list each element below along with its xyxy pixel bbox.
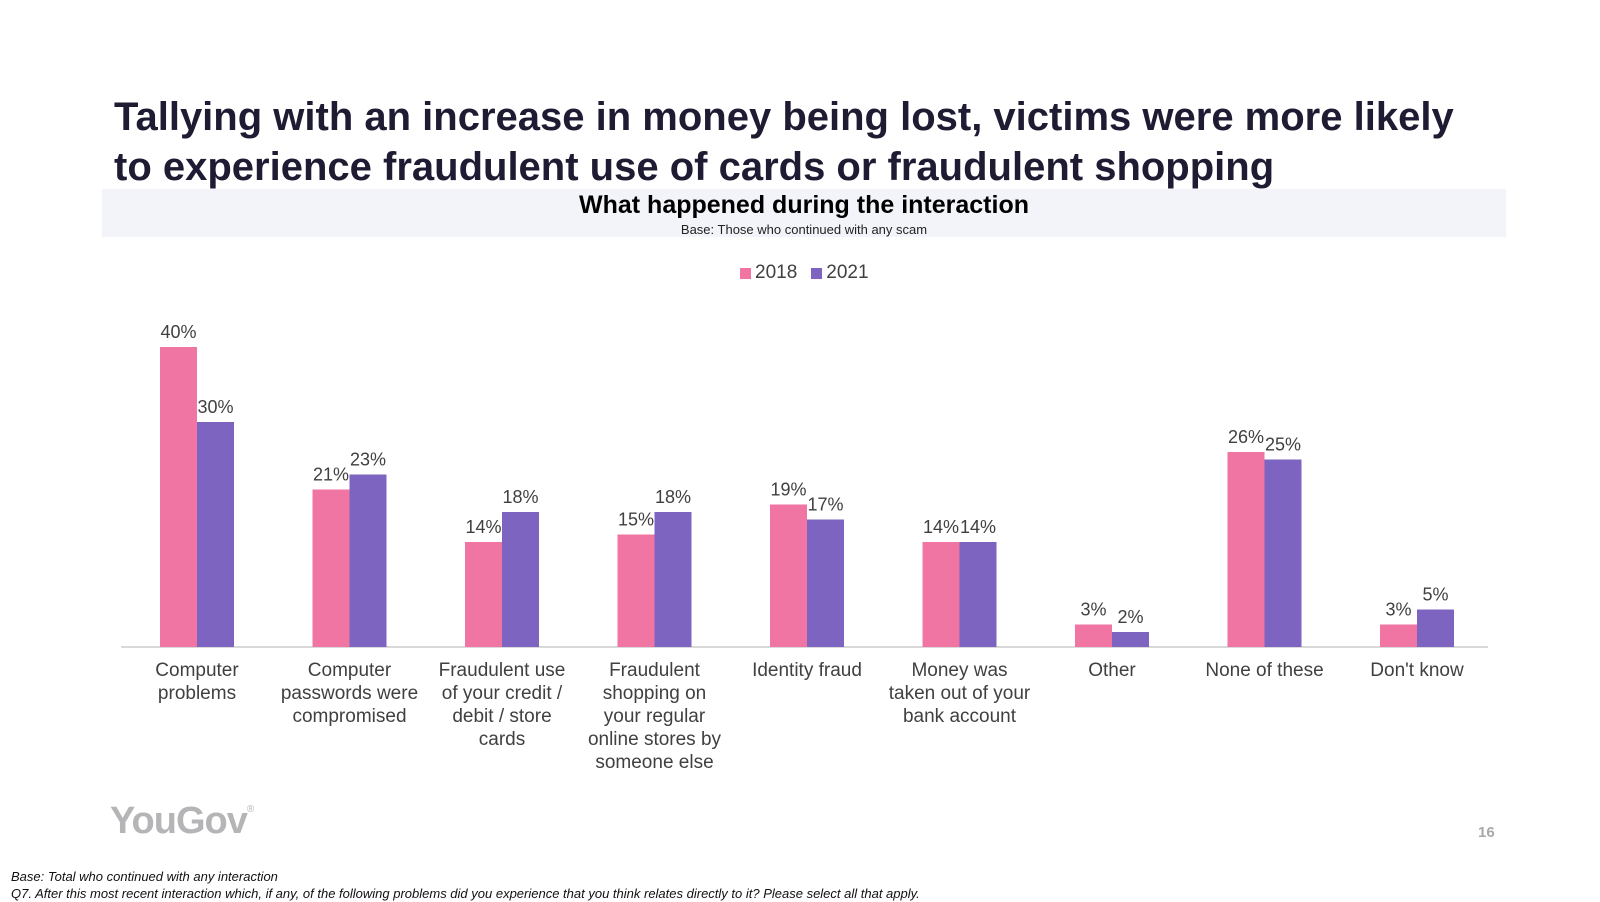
yougov-logo-text: YouGov <box>110 800 248 842</box>
data-label-2021-4: 17% <box>807 495 843 515</box>
data-label-2018-5: 14% <box>923 517 959 537</box>
legend-item-2018: 2018 <box>740 262 797 284</box>
category-label-line: debit / store <box>452 706 551 727</box>
bar-2021-0 <box>197 422 234 647</box>
category-label-line: cards <box>479 729 525 750</box>
category-label-0: Computer problems <box>155 660 239 704</box>
bar-2018-4 <box>770 504 807 647</box>
data-label-2018-1: 21% <box>313 465 349 485</box>
bar-2021-7 <box>1264 459 1302 647</box>
category-label-line: Computer <box>308 660 392 681</box>
bar-2021-1 <box>349 474 387 647</box>
data-label-2018-7: 26% <box>1228 427 1264 447</box>
category-label-line: bank account <box>903 706 1017 727</box>
registered-mark: ® <box>246 804 255 815</box>
bar-2021-3 <box>654 512 692 647</box>
bar-2021-8 <box>1417 609 1454 647</box>
bar-2018-1 <box>312 489 350 647</box>
slide-title-line-1: Tallying with an increase in money being… <box>114 95 1454 139</box>
slide-title-line-2: to experience fraudulent use of cards or… <box>114 145 1275 189</box>
category-label-line: someone else <box>595 752 713 773</box>
data-label-2018-8: 3% <box>1385 600 1411 620</box>
page-number: 16 <box>1478 824 1495 841</box>
data-label-2018-6: 3% <box>1080 600 1106 620</box>
category-label-line: problems <box>158 683 236 704</box>
category-label-1: Computer passwords were compromised <box>281 660 418 727</box>
bar-2018-3 <box>617 534 655 647</box>
category-label-line: online stores by <box>588 729 722 750</box>
data-label-2021-6: 2% <box>1117 607 1143 627</box>
category-label-2: Fraudulent use of your credit / debit / st… <box>439 660 566 750</box>
category-label-line: Other <box>1088 660 1136 681</box>
legend-swatch-2021 <box>811 267 823 279</box>
data-label-2018-4: 19% <box>770 480 806 500</box>
data-label-2021-5: 14% <box>960 517 996 537</box>
bar-2021-6 <box>1112 632 1149 647</box>
bar-2018-7 <box>1227 452 1265 647</box>
category-label-3: Fraudulent shopping on your regular online … <box>588 660 722 773</box>
category-label-line: Money was <box>911 660 1007 681</box>
category-label-line: of your credit / <box>442 683 563 704</box>
category-label-line: Don't know <box>1370 660 1464 681</box>
category-label-line: taken out of your <box>889 683 1031 704</box>
data-label-2021-7: 25% <box>1265 435 1301 455</box>
bar-2018-5 <box>922 542 960 647</box>
category-label-line: Identity fraud <box>752 660 862 681</box>
category-label-line: Fraudulent <box>609 660 701 681</box>
data-label-2021-0: 30% <box>197 397 233 417</box>
category-label-5: Money was taken out of your bank account <box>889 660 1031 727</box>
category-label-line: Computer <box>155 660 239 681</box>
bar-2021-4 <box>807 519 844 647</box>
category-label-8: Don't know <box>1370 660 1464 681</box>
category-label-line: None of these <box>1205 660 1323 681</box>
bar-2021-2 <box>502 512 539 647</box>
bar-2018-6 <box>1075 624 1112 647</box>
data-label-2018-0: 40% <box>160 322 196 342</box>
category-label-line: passwords were <box>281 683 418 704</box>
category-label-line: compromised <box>292 706 406 727</box>
category-label-7: None of these <box>1205 660 1323 681</box>
chart-subtitle: Base: Those who continued with any scam <box>680 222 928 237</box>
data-label-2021-1: 23% <box>350 450 386 470</box>
category-label-line: your regular <box>604 706 706 727</box>
category-label-line: shopping on <box>603 683 707 704</box>
footnote-question: Q7. After this most recent interaction w… <box>11 886 920 901</box>
category-label-4: Identity fraud <box>752 660 862 681</box>
data-label-2018-3: 15% <box>618 510 654 530</box>
chart-header-band <box>102 189 1506 237</box>
data-label-2021-3: 18% <box>655 487 691 507</box>
footnote-base: Base: Total who continued with any inter… <box>11 869 278 884</box>
data-label-2021-8: 5% <box>1422 585 1448 605</box>
yougov-logo: YouGov® <box>110 800 254 843</box>
slide-title: Tallying with an increase in money being… <box>114 92 1534 192</box>
legend-label-2018: 2018 <box>755 262 798 283</box>
data-label-2018-2: 14% <box>465 517 501 537</box>
chart-title: What happened during the interaction <box>579 191 1029 219</box>
bar-2018-2 <box>465 542 502 647</box>
bar-2018-0 <box>160 347 197 647</box>
legend-swatch-2018 <box>740 267 751 279</box>
chart-legend: 2018 2021 <box>740 262 869 284</box>
category-label-6: Other <box>1088 660 1136 681</box>
category-label-line: Fraudulent use <box>439 660 566 681</box>
bar-2021-5 <box>959 542 997 647</box>
legend-item-2021: 2021 <box>811 262 869 284</box>
data-label-2021-2: 18% <box>502 487 538 507</box>
legend-label-2021: 2021 <box>826 262 869 283</box>
bar-2018-8 <box>1380 624 1417 647</box>
